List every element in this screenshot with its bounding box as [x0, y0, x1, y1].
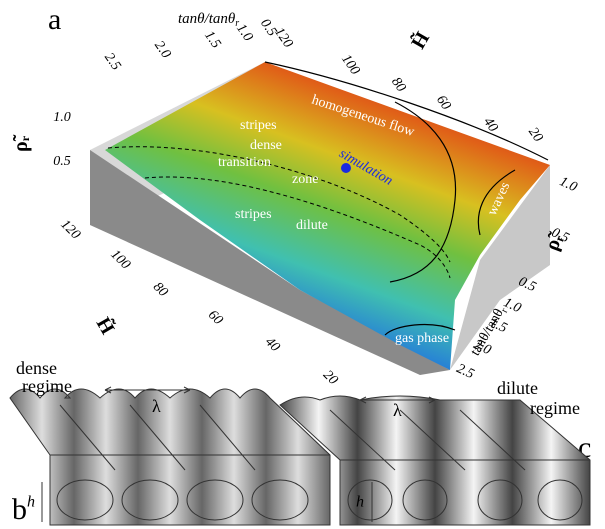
height-label: h [27, 494, 35, 511]
region-label: zone [292, 172, 318, 187]
panel-label: b [12, 493, 27, 526]
tick-label: 60 [205, 308, 226, 329]
tick-label: 2.0 [151, 38, 173, 61]
tick-label: 20 [320, 368, 341, 389]
tick-label: 0.5 [53, 154, 71, 169]
panel-label: a [48, 3, 61, 36]
schematic-title: regime [530, 398, 580, 418]
region-label: stripes [240, 118, 277, 133]
figure: no flow homogeneous flow stripes dense s… [0, 0, 605, 529]
tick-label: 2.5 [454, 361, 476, 382]
region-label: transition [218, 155, 271, 170]
tick-label: 40 [480, 115, 500, 135]
region-label: dense [250, 138, 282, 153]
axis-title: H̃ [92, 313, 120, 338]
axis-title-main: tanθ/tanθ [178, 11, 236, 27]
tick-label: 1.0 [53, 110, 71, 125]
region-label: stripes [235, 207, 272, 222]
region-label: gas phase [395, 331, 449, 346]
wavelength-label: λ [152, 396, 161, 416]
wavelength-label: λ [393, 400, 402, 420]
axis-title: ρ̃r [10, 134, 32, 152]
schematic-title: regime [22, 376, 72, 396]
schematic-dense: dense regime λ h [10, 358, 330, 525]
axis-title-sub: r [18, 135, 32, 141]
tick-label: 2.5 [101, 50, 123, 73]
tick-label: 20 [525, 125, 545, 145]
axis-title: H̃ [406, 27, 434, 52]
tick-label: 80 [150, 280, 171, 301]
tick-label: 100 [338, 52, 362, 78]
axis-title: tanθ/tanθr [178, 11, 239, 29]
height-label: h [356, 494, 364, 511]
tick-label: 1.5 [201, 28, 223, 51]
tick-label: 120 [57, 217, 82, 242]
schematic-title: dense [16, 358, 57, 378]
tick-label: 40 [262, 335, 283, 356]
schematic-title: dilute [497, 378, 538, 398]
tick-label: 80 [388, 75, 408, 95]
tick-label: 1.0 [557, 174, 579, 195]
region-label: dilute [296, 218, 328, 233]
tick-label: 100 [107, 247, 132, 272]
